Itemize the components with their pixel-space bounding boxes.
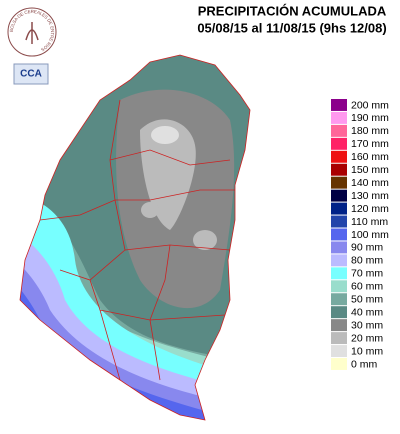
legend-swatch <box>331 358 347 370</box>
legend-label: 50 mm <box>351 294 383 306</box>
badge-text: CCA <box>20 69 42 80</box>
legend-swatch <box>331 150 347 163</box>
legend-label: 200 mm <box>351 99 389 111</box>
zone-20 <box>140 119 196 230</box>
legend-swatch <box>331 254 347 267</box>
legend-label: 170 mm <box>351 138 389 150</box>
legend-swatch <box>331 345 347 357</box>
legend-label: 100 mm <box>351 229 389 241</box>
legend-swatch <box>331 280 347 293</box>
legend-label: 10 mm <box>351 345 383 357</box>
province-outline <box>19 54 251 421</box>
precip-map <box>20 55 250 420</box>
legend-label: 80 mm <box>351 255 383 267</box>
legend-label: 110 mm <box>351 216 388 228</box>
zone-10 <box>151 126 179 144</box>
legend-swatch <box>331 228 347 241</box>
legend-label: 20 mm <box>351 332 383 344</box>
logo: BOLSA DE CEREALES DE ENTRE RIOS CCA <box>7 7 57 85</box>
legend-swatch <box>331 163 347 176</box>
legend-swatch <box>331 293 347 306</box>
title: PRECIPITACIÓN ACUMULADA <box>198 3 387 18</box>
legend-label: 60 mm <box>351 281 383 293</box>
badge <box>13 63 49 85</box>
legend-swatch <box>331 241 347 254</box>
legend-swatch <box>331 306 347 319</box>
department-lines <box>39 99 235 381</box>
legend-label: 160 mm <box>351 151 389 163</box>
legend-label: 0 mm <box>351 358 378 370</box>
department-borders <box>19 54 251 421</box>
legend-swatch <box>331 202 347 215</box>
legend-label: 120 mm <box>351 203 389 215</box>
legend-swatch <box>331 319 347 332</box>
legend-swatch <box>331 124 347 137</box>
legend-label: 190 mm <box>351 112 389 124</box>
legend-swatch <box>331 189 347 202</box>
legend-swatch <box>331 215 347 228</box>
subtitle: 05/08/15 al 11/08/15 (9hs 12/08) <box>197 20 386 35</box>
legend-swatch <box>331 267 347 280</box>
legend-label: 30 mm <box>351 319 383 331</box>
legend-label: 70 mm <box>351 268 383 280</box>
legend-swatch <box>331 176 347 189</box>
legend-swatch <box>331 137 347 150</box>
legend-swatch <box>331 111 347 124</box>
legend-label: 90 mm <box>351 242 383 254</box>
legend-label: 150 mm <box>351 164 389 176</box>
legend-label: 130 mm <box>351 190 389 202</box>
legend-label: 180 mm <box>351 125 389 137</box>
legend-label: 140 mm <box>351 177 389 189</box>
legend-label: 40 mm <box>351 306 383 318</box>
logo-emblem <box>25 22 39 44</box>
legend-swatch <box>331 99 347 111</box>
zone-20c <box>141 202 159 218</box>
legend-swatch <box>331 332 347 345</box>
zone-20b <box>193 230 217 250</box>
